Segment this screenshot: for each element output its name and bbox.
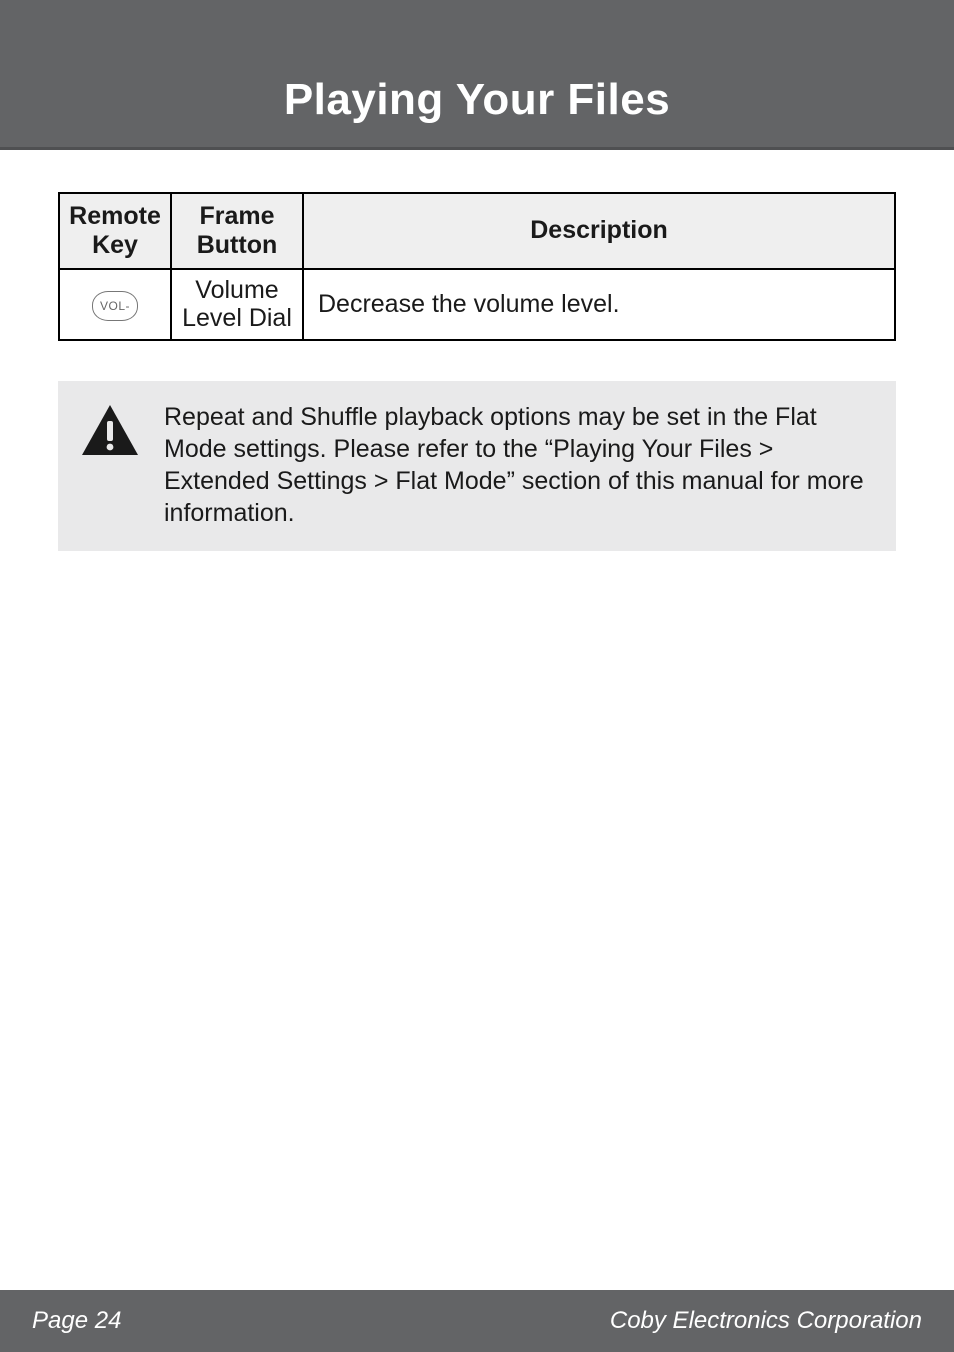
cell-frame-button: Volume Level Dial	[171, 269, 303, 341]
footer-page-number: Page 24	[32, 1307, 121, 1335]
col-header-frame: Frame Button	[171, 193, 303, 269]
tip-text: Repeat and Shuffle playback options may …	[164, 401, 874, 529]
cell-remote-key: VOL-	[59, 269, 171, 341]
table-header-row: Remote Key Frame Button Description	[59, 193, 895, 269]
page-title: Playing Your Files	[284, 75, 670, 125]
vol-minus-icon: VOL-	[92, 291, 138, 321]
table-row: VOL- Volume Level Dial Decrease the volu…	[59, 269, 895, 341]
tip-callout: Repeat and Shuffle playback options may …	[58, 381, 896, 551]
footer-brand: Coby Electronics Corporation	[610, 1307, 922, 1335]
header-band: Playing Your Files	[0, 0, 954, 150]
page-footer: Page 24 Coby Electronics Corporation	[0, 1290, 954, 1352]
cell-description: Decrease the volume level.	[303, 269, 895, 341]
col-header-remote: Remote Key	[59, 193, 171, 269]
content-area: Remote Key Frame Button Description VOL-…	[0, 150, 954, 551]
controls-table: Remote Key Frame Button Description VOL-…	[58, 192, 896, 341]
warning-icon	[80, 403, 140, 462]
col-header-desc: Description	[303, 193, 895, 269]
